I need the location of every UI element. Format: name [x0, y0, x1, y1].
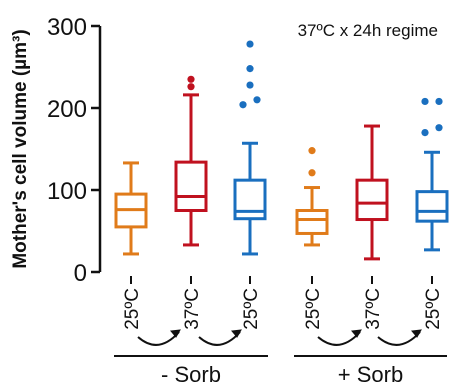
box-iqr — [295, 209, 329, 235]
outlier-point — [421, 97, 429, 106]
x-tick-label: 37ºC — [363, 288, 384, 330]
y-axis-label: Mother's cell volume (µm³) — [10, 29, 31, 268]
box-iqr — [415, 190, 449, 223]
outlier-point — [239, 101, 247, 109]
outlier-point — [246, 65, 254, 73]
x-tick-label: 25ºC — [303, 288, 324, 330]
group-label: + Sorb — [338, 362, 403, 387]
y-tick-label: 100 — [47, 178, 87, 205]
outlier-point — [308, 147, 316, 155]
arrow-head — [411, 329, 422, 338]
arrow-head — [170, 329, 181, 338]
box-iqr — [233, 178, 267, 221]
chart-annotation: 37ºC x 24h regime — [298, 21, 438, 40]
box-iqr — [355, 178, 389, 222]
outlier-point — [435, 124, 443, 132]
y-tick-label: 300 — [47, 14, 87, 41]
outlier-point — [253, 96, 261, 104]
outlier-point — [435, 97, 443, 106]
x-tick-label: 25ºC — [423, 288, 444, 330]
box-iqr — [174, 160, 208, 212]
outlier-point — [421, 129, 429, 137]
plot-area: 0 100 200 300 Mother's cell volume (µm³) 37ºC… — [10, 14, 449, 387]
outlier-point — [308, 169, 316, 177]
transition-arrow — [317, 331, 361, 346]
x-tick-label: 37ºC — [182, 288, 203, 330]
y-tick-label: 0 — [74, 260, 87, 287]
outlier-point — [187, 83, 195, 91]
arrow-head — [351, 329, 362, 338]
outlier-point — [246, 40, 254, 48]
y-tick-label: 200 — [47, 96, 87, 123]
outlier-point — [246, 81, 254, 89]
transition-arrow — [377, 331, 421, 346]
x-tick-label: 25ºC — [241, 288, 262, 330]
arrow-head — [231, 329, 242, 338]
group-label: - Sorb — [161, 362, 221, 387]
outlier-point — [187, 75, 195, 83]
x-tick-label: 25ºC — [122, 288, 143, 330]
